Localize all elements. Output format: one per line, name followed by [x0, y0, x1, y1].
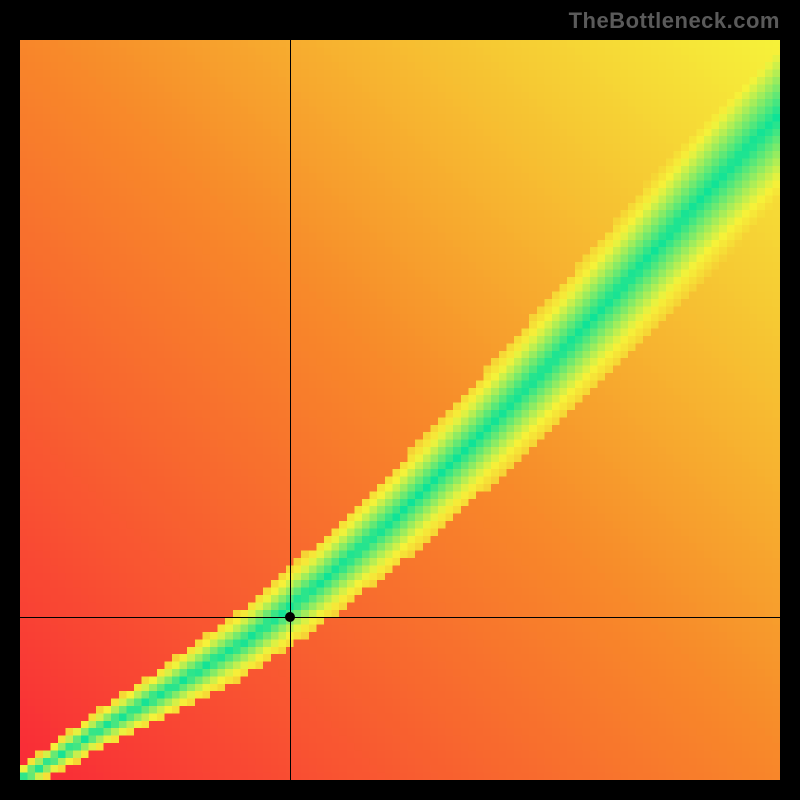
page-root: TheBottleneck.com [0, 0, 800, 800]
crosshair-horizontal-line [20, 617, 780, 618]
heatmap-plot [20, 40, 780, 780]
watermark-text: TheBottleneck.com [569, 8, 780, 34]
crosshair-vertical-line [290, 40, 291, 780]
crosshair-marker-dot [285, 612, 295, 622]
heatmap-canvas [20, 40, 780, 780]
